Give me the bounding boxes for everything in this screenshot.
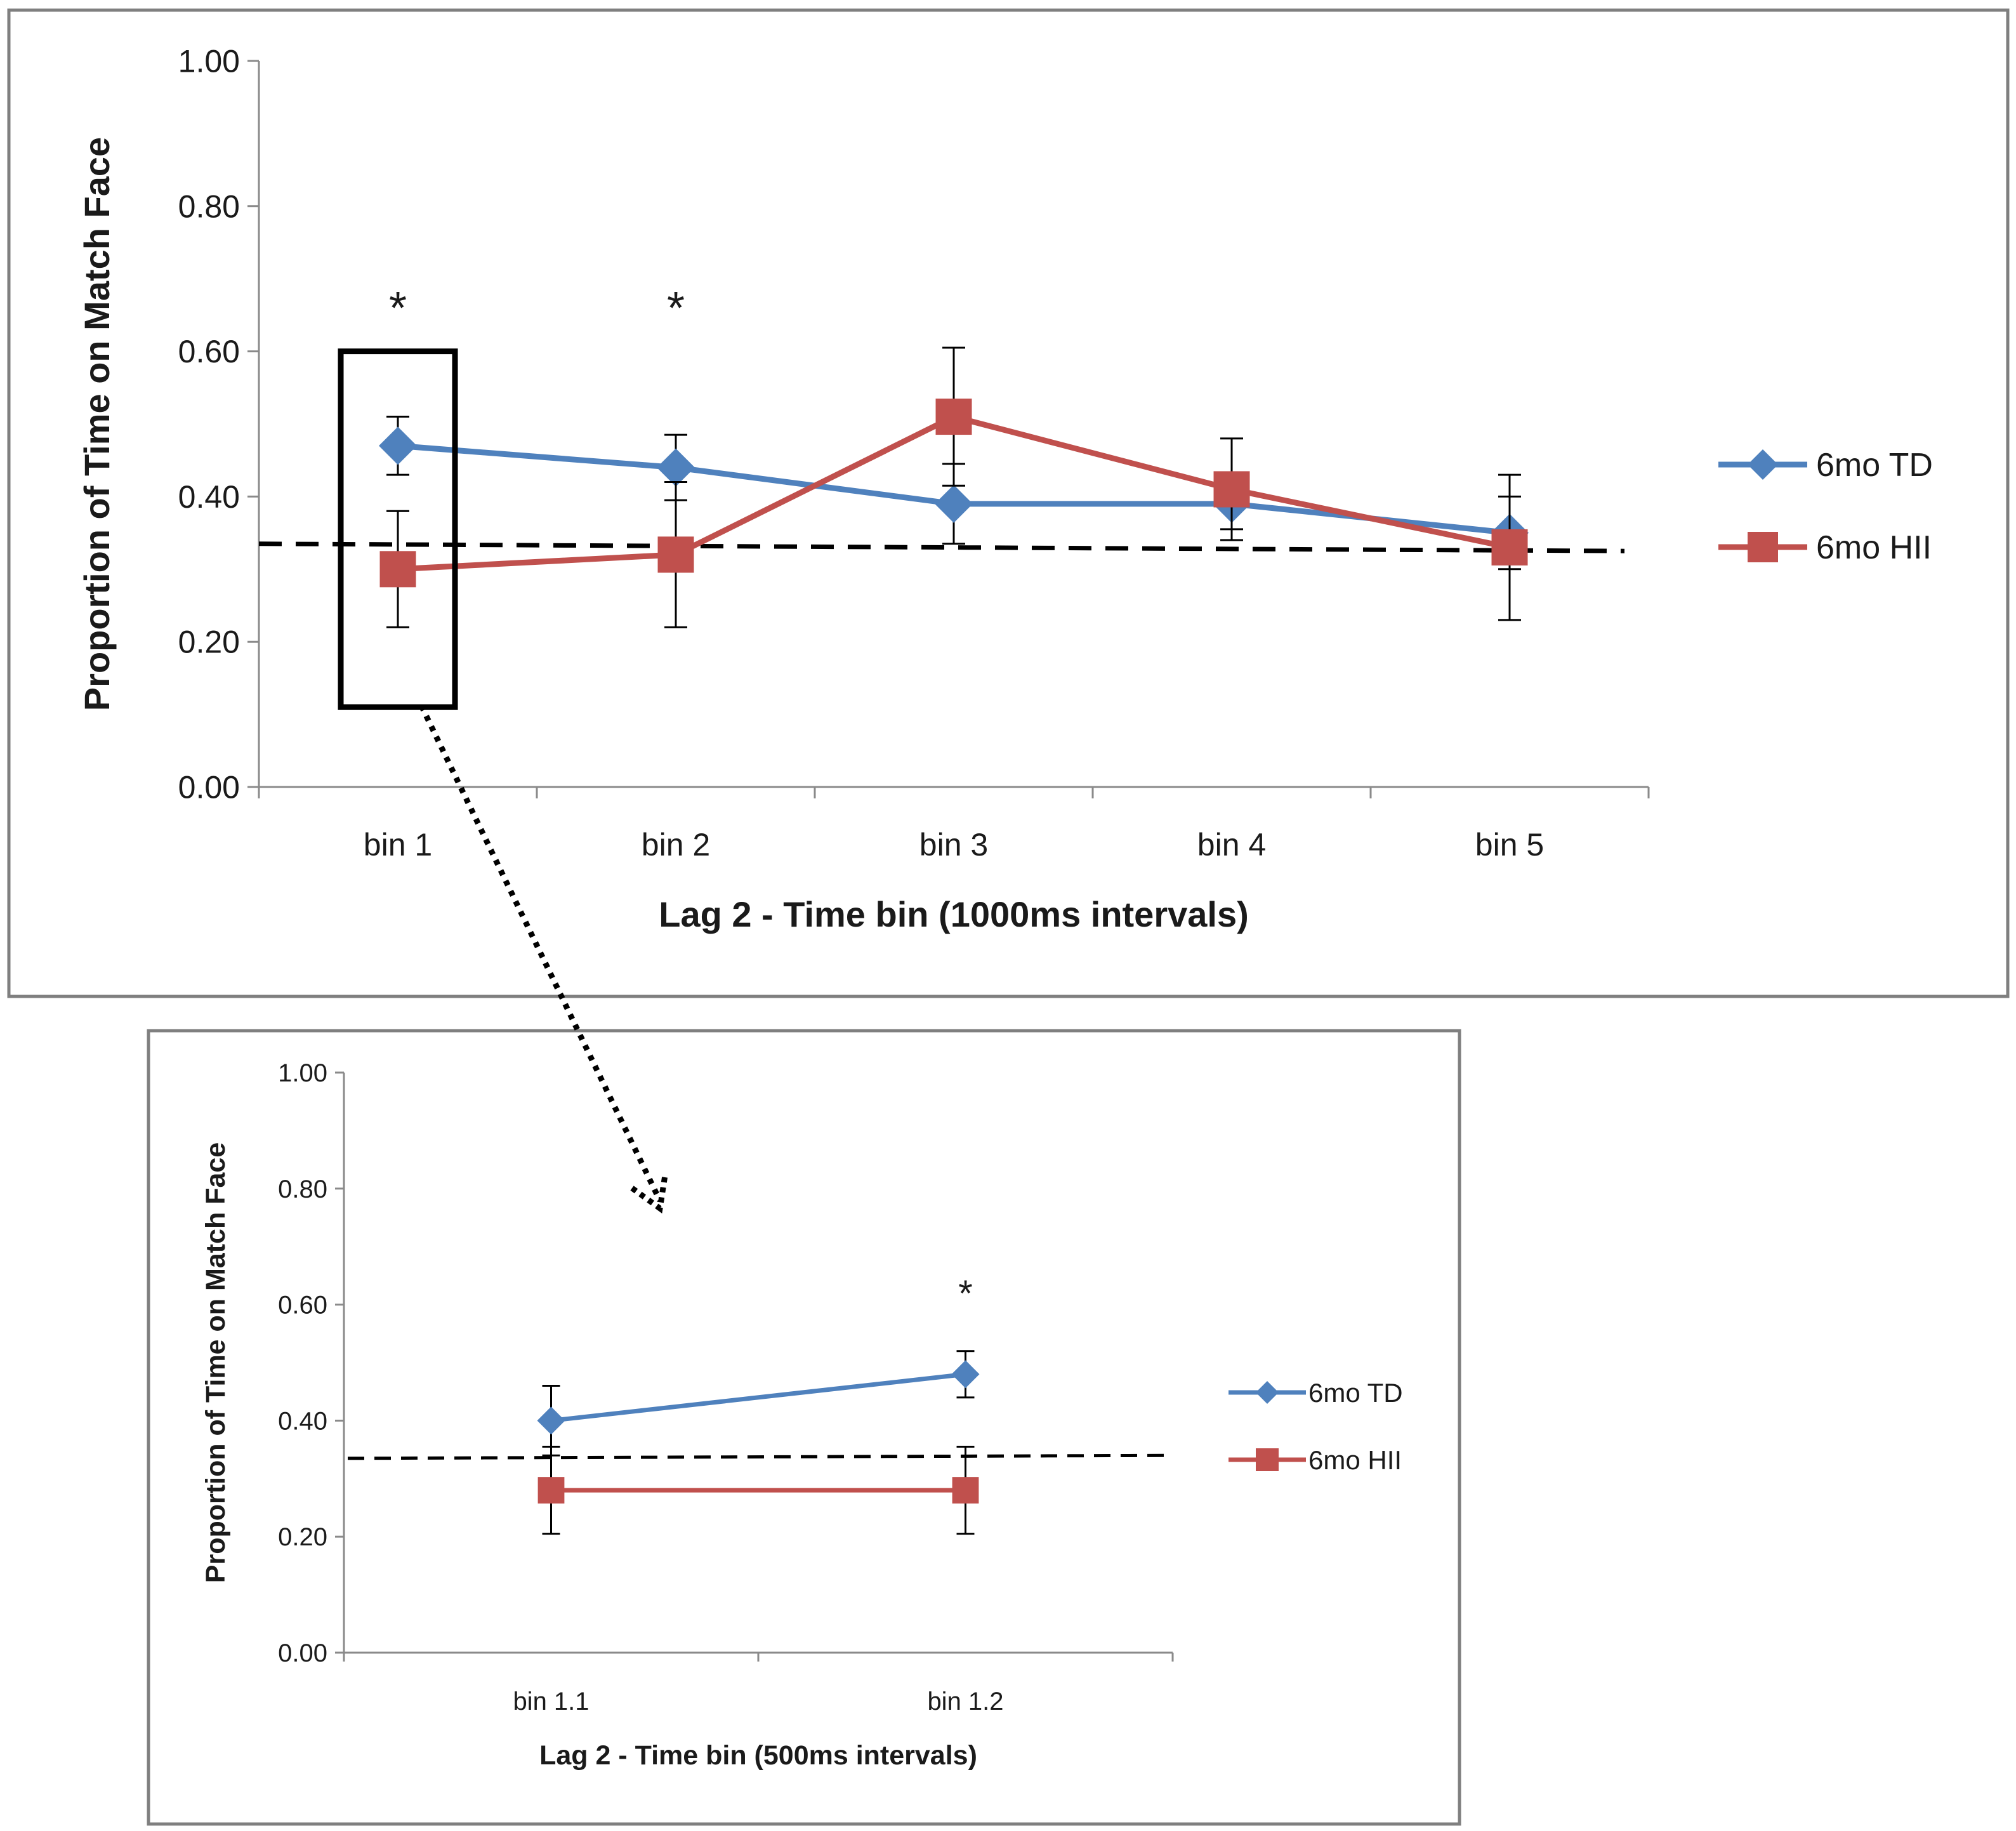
x-tick-label: bin 1.1	[513, 1688, 589, 1715]
data-point-square	[1213, 471, 1250, 508]
data-point-diamond	[537, 1406, 565, 1435]
inset-legend: 6mo TD 6mo HII	[1229, 1378, 1403, 1475]
y-tick-label: 1.00	[278, 1059, 327, 1087]
main-chart: 0.00 0.20 0.40 0.60 0.80 1.00 bin 1 bin 2 bin 3…	[77, 44, 1933, 935]
x-tick-label: bin 2	[642, 827, 710, 863]
inset-x-axis-ticks: bin 1.1 bin 1.2	[343, 1653, 1174, 1715]
x-tick-label: bin 5	[1475, 827, 1544, 863]
x-tick-label: bin 4	[1197, 827, 1266, 863]
inset-y-axis-ticks: 0.00 0.20 0.40 0.60 0.80 1.00	[278, 1059, 344, 1667]
y-axis-title: Proportion of Time on Match Face	[77, 137, 117, 711]
y-tick-label: 0.00	[278, 1639, 327, 1667]
series-6mo-hii	[537, 1446, 979, 1535]
significance-star: *	[389, 283, 407, 334]
inset-legend-label-hii: 6mo HII	[1308, 1445, 1402, 1475]
inset-significance-markers: *	[958, 1273, 973, 1314]
data-point-diamond	[379, 426, 417, 465]
y-tick-label: 0.60	[178, 334, 240, 369]
x-tick-label: bin 1.2	[927, 1688, 1003, 1715]
data-point-square	[657, 536, 694, 573]
data-point-square	[1491, 529, 1528, 565]
data-point-square	[952, 1477, 979, 1504]
y-tick-label: 0.20	[178, 625, 240, 660]
y-tick-label: 0.40	[278, 1407, 327, 1435]
data-point-square	[537, 1477, 565, 1504]
series-6mo-hii	[379, 347, 1528, 628]
y-tick-label: 0.80	[278, 1175, 327, 1203]
inset-legend-marker-hii	[1256, 1448, 1279, 1471]
y-tick-label: 0.80	[178, 188, 240, 224]
highlight-box	[338, 348, 458, 710]
inset-y-axis-title: Proportion of Time on Match Face	[201, 1142, 231, 1583]
chance-line	[258, 541, 1625, 553]
series-line	[551, 1372, 966, 1423]
zoom-arrow	[418, 704, 663, 1202]
inset-legend-label-td: 6mo TD	[1308, 1378, 1403, 1408]
inset-series-layer	[537, 1350, 980, 1535]
top-panel-frame	[7, 8, 2010, 998]
legend-marker-td	[1748, 449, 1778, 480]
inset-x-axis-title: Lag 2 - Time bin (500ms intervals)	[539, 1740, 977, 1771]
inset-chance-line	[347, 1453, 1168, 1460]
legend-label-hii: 6mo HII	[1816, 529, 1932, 566]
x-tick-label: bin 3	[919, 827, 988, 863]
significance-markers: * *	[389, 283, 685, 334]
inset-chart: 0.000.200.400.600.801.00 bin 1.1 bin 1.2 …	[201, 1059, 1403, 1771]
legend: 6mo TD 6mo HII	[1718, 447, 1933, 566]
data-point-diamond	[951, 1360, 980, 1389]
legend-label-td: 6mo TD	[1816, 447, 1933, 484]
y-tick-label: 0.40	[178, 479, 240, 515]
y-tick-label: 0.20	[278, 1523, 327, 1551]
data-point-diamond	[657, 448, 695, 487]
data-point-diamond	[935, 484, 973, 523]
y-tick-label: 0.60	[278, 1292, 327, 1319]
x-axis-title: Lag 2 - Time bin (1000ms intervals)	[659, 894, 1249, 934]
data-point-square	[379, 551, 416, 588]
inset-legend-marker-td	[1256, 1381, 1279, 1404]
y-axis-ticks: 0.00 0.20 0.40 0.60 0.80 1.00	[178, 44, 259, 805]
x-tick-label: bin 1	[364, 827, 432, 863]
series-6mo-td	[537, 1350, 980, 1457]
y-tick-label: 1.00	[178, 44, 240, 79]
significance-star: *	[958, 1273, 973, 1314]
bottom-panel-frame	[147, 1029, 1461, 1826]
y-tick-label: 0.00	[178, 770, 240, 805]
zoom-arrow-head	[630, 1175, 668, 1213]
x-axis-ticks: bin 1 bin 2 bin 3 bin 4 bin 5	[258, 787, 1650, 863]
legend-marker-hii	[1748, 532, 1778, 562]
data-point-square	[935, 399, 972, 435]
significance-star: *	[667, 283, 685, 334]
series-layer	[379, 347, 1529, 628]
